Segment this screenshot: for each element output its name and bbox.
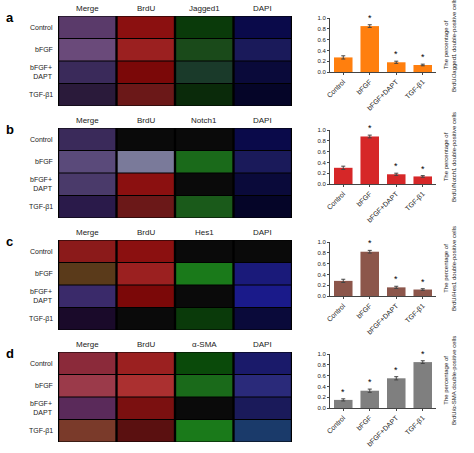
svg-text:BrdU: BrdU [137,228,155,237]
svg-text:0.0: 0.0 [317,293,326,299]
svg-text:0.2: 0.2 [317,58,326,64]
svg-text:*: * [368,123,372,133]
svg-text:TGF-β1: TGF-β1 [404,302,427,325]
svg-text:bFGF+DAPT: bFGF+DAPT [366,190,400,224]
svg-text:Control: Control [30,24,53,31]
svg-text:bFGF: bFGF [35,270,53,277]
svg-text:d: d [6,346,14,361]
svg-text:1.0: 1.0 [317,351,326,357]
svg-text:0.4: 0.4 [317,384,326,390]
svg-text:Notch1: Notch1 [191,116,217,125]
svg-text:0.4: 0.4 [317,272,326,278]
svg-text:bFGF+DAPT: bFGF+DAPT [366,78,400,112]
svg-text:*: * [394,49,398,59]
svg-text:bFGF: bFGF [355,302,373,320]
svg-text:bFGF: bFGF [35,382,53,389]
svg-text:The percentage ofBrdU/α-SMA do: The percentage ofBrdU/α-SMA double-posit… [443,336,457,425]
svg-text:DAPI: DAPI [253,228,272,237]
svg-text:a: a [6,10,14,25]
svg-text:0.2: 0.2 [317,394,326,400]
svg-text:0.0: 0.0 [317,69,326,75]
svg-text:1.0: 1.0 [317,127,326,133]
svg-text:bFGF+DAPT: bFGF+DAPT [30,64,53,80]
svg-text:Jagged1: Jagged1 [189,4,220,13]
svg-text:Control: Control [30,360,53,367]
svg-text:Merge: Merge [76,228,99,237]
svg-text:0.6: 0.6 [317,149,326,155]
svg-text:*: * [394,365,398,375]
svg-text:bFGF+DAPT: bFGF+DAPT [366,302,400,336]
svg-text:0.8: 0.8 [317,250,326,256]
svg-text:1.0: 1.0 [317,239,326,245]
svg-text:DAPI: DAPI [253,4,272,13]
svg-text:0.6: 0.6 [317,37,326,43]
svg-text:Control: Control [326,414,347,435]
svg-text:0.2: 0.2 [317,282,326,288]
svg-text:The percentage ofBrdU/Hes1 dou: The percentage ofBrdU/Hes1 double-positi… [443,226,457,311]
svg-text:Control: Control [326,302,347,323]
svg-text:bFGF: bFGF [35,158,53,165]
svg-text:Merge: Merge [76,4,99,13]
svg-text:*: * [368,238,372,248]
svg-text:Control: Control [326,78,347,99]
svg-text:bFGF: bFGF [355,414,373,432]
svg-text:*: * [421,349,425,359]
svg-text:bFGF+DAPT: bFGF+DAPT [30,176,53,192]
svg-text:0.8: 0.8 [317,26,326,32]
svg-text:TGF-β1: TGF-β1 [404,78,427,101]
svg-text:The percentage ofBrdU/Jagged1: The percentage ofBrdU/Jagged1 double-pos… [443,0,457,92]
svg-text:Control: Control [30,248,53,255]
svg-text:bFGF: bFGF [355,190,373,208]
svg-text:*: * [368,377,372,387]
svg-text:DAPI: DAPI [253,340,272,349]
svg-text:Merge: Merge [76,340,99,349]
svg-text:*: * [421,164,425,174]
svg-text:bFGF+DAPT: bFGF+DAPT [30,400,53,416]
svg-text:0.0: 0.0 [317,181,326,187]
svg-text:bFGF: bFGF [355,78,373,96]
svg-text:*: * [394,274,398,284]
svg-text:TGF-β1: TGF-β1 [29,315,53,323]
svg-text:*: * [394,161,398,171]
svg-text:*: * [341,387,345,397]
svg-text:0.4: 0.4 [317,160,326,166]
svg-text:BrdU: BrdU [137,116,155,125]
svg-text:Control: Control [30,136,53,143]
svg-text:bFGF: bFGF [35,46,53,53]
svg-text:0.4: 0.4 [317,48,326,54]
svg-text:0.8: 0.8 [317,362,326,368]
svg-text:bFGF+DAPT: bFGF+DAPT [366,414,400,448]
svg-text:0.0: 0.0 [317,405,326,411]
svg-text:0.6: 0.6 [317,373,326,379]
svg-text:0.8: 0.8 [317,138,326,144]
svg-text:*: * [421,52,425,62]
svg-text:b: b [6,122,14,137]
svg-text:0.6: 0.6 [317,261,326,267]
svg-text:c: c [6,234,13,249]
svg-text:Control: Control [326,190,347,211]
svg-text:TGF-β1: TGF-β1 [29,203,53,211]
svg-text:TGF-β1: TGF-β1 [29,427,53,435]
svg-text:TGF-β1: TGF-β1 [29,91,53,99]
svg-text:bFGF+DAPT: bFGF+DAPT [30,288,53,304]
svg-text:0.2: 0.2 [317,170,326,176]
svg-text:*: * [368,13,372,23]
svg-text:TGF-β1: TGF-β1 [404,190,427,213]
svg-text:DAPI: DAPI [253,116,272,125]
svg-text:α-SMA: α-SMA [192,340,217,349]
svg-text:BrdU: BrdU [137,4,155,13]
svg-text:Merge: Merge [76,116,99,125]
svg-text:The percentage ofBrdU/Notch1 d: The percentage ofBrdU/Notch1 double-posi… [443,112,457,202]
svg-text:1.0: 1.0 [317,15,326,21]
svg-text:*: * [421,277,425,287]
svg-text:BrdU: BrdU [137,340,155,349]
svg-text:TGF-β1: TGF-β1 [404,414,427,437]
svg-text:Hes1: Hes1 [195,228,214,237]
